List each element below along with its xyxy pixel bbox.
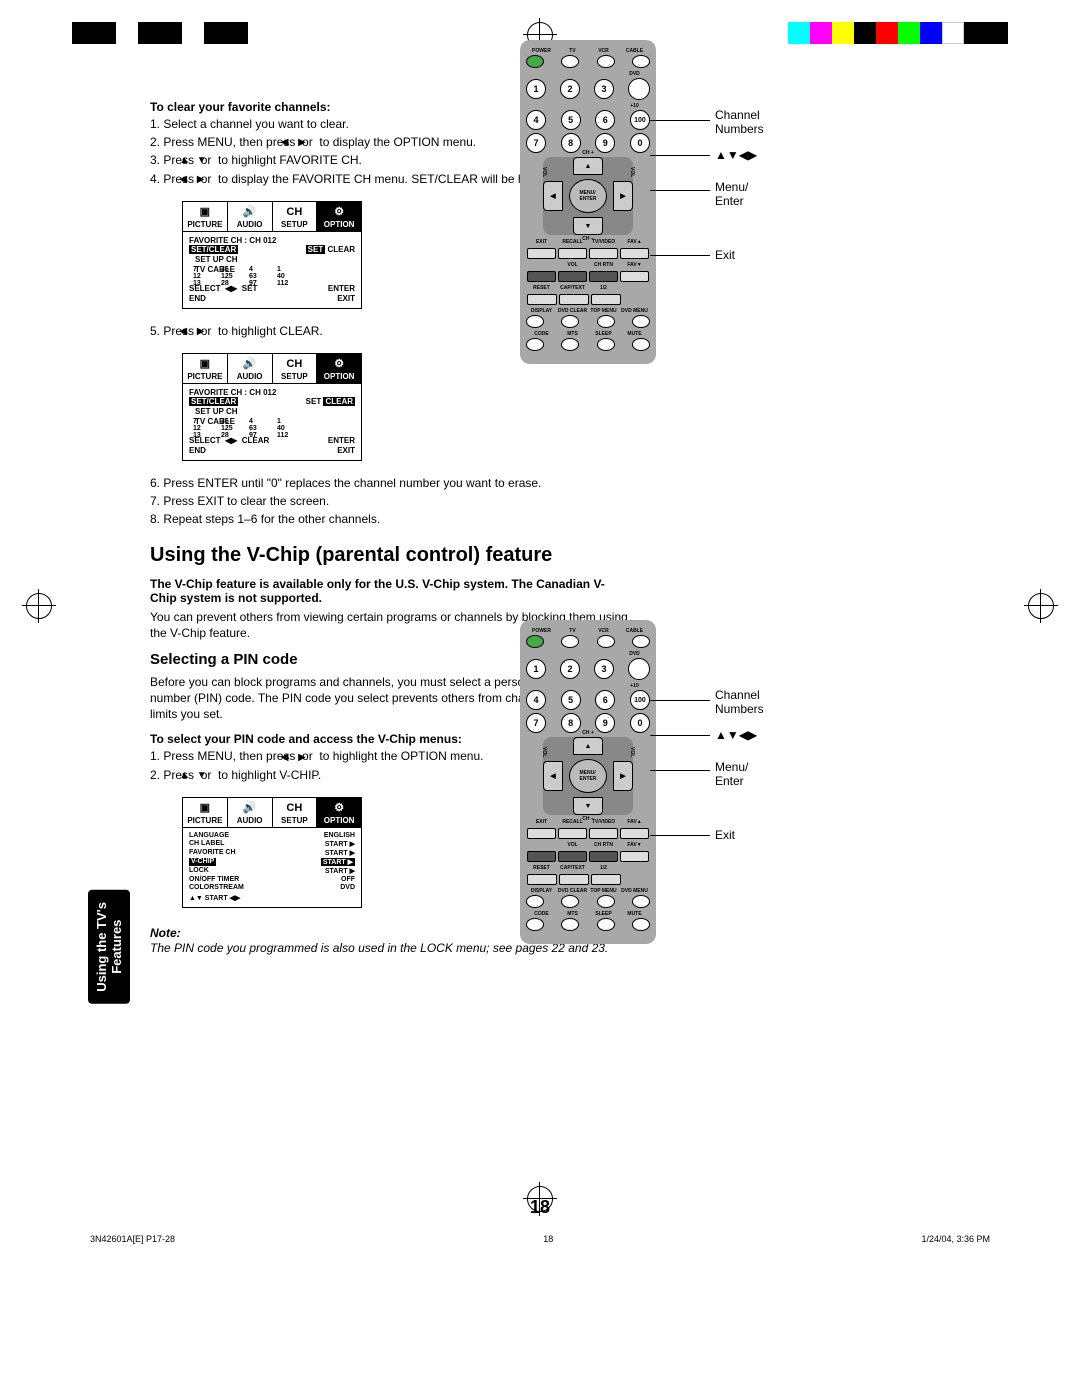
registration-mark (26, 593, 52, 619)
color-bar-right (788, 22, 1008, 44)
osd-tab-option: ⚙OPTION (317, 202, 361, 231)
osd-tab-picture: ▣PICTURE (183, 202, 228, 231)
step: 7. Press EXIT to clear the screen. (168, 493, 630, 509)
osd-tab-setup: CHSETUP (273, 202, 318, 231)
osd-tab-picture: ▣PICTURE (183, 354, 228, 383)
footer-left: 3N42601A[E] P17-28 (90, 1234, 175, 1244)
vchip-title: Using the V-Chip (parental control) feat… (150, 544, 630, 567)
osd-tab-setup: CHSETUP (273, 798, 318, 827)
audio-icon: 🔊 (228, 204, 272, 220)
remote: POWERTVVCRCABLE DVD 123 +10 456100 7890 … (520, 40, 656, 364)
footer-mid: 18 (543, 1234, 553, 1244)
callout-exit: Exit (715, 248, 735, 262)
osd-tab-picture: ▣PICTURE (183, 798, 228, 827)
callout-menu-enter: Menu/Enter (715, 180, 748, 209)
setup-icon: CH (273, 204, 317, 220)
footer: 3N42601A[E] P17-28 18 1/24/04, 3:36 PM (90, 1234, 990, 1244)
callout-arrows: ▲▼◀▶ (715, 728, 757, 742)
osd-favorite-set: ▣PICTURE 🔊AUDIO CHSETUP ⚙OPTION FAVORITE… (182, 201, 362, 309)
registration-mark (1028, 593, 1054, 619)
vchip-note-bold: The V-Chip feature is available only for… (150, 577, 630, 605)
step: 6. Press ENTER until "0" replaces the ch… (168, 475, 630, 491)
osd-tab-setup: CHSETUP (273, 354, 318, 383)
color-bar-left (72, 22, 248, 44)
picture-icon: ▣ (183, 204, 227, 220)
step: 8. Repeat steps 1–6 for the other channe… (168, 511, 630, 527)
osd-tab-audio: 🔊AUDIO (228, 354, 273, 383)
osd-tab-option: ⚙OPTION (317, 354, 361, 383)
callout-menu-enter: Menu/Enter (715, 760, 748, 789)
dpad: CH + ▲▼◀▶ MENU/ENTER CH – VOLVOL (543, 157, 633, 235)
osd-tab-audio: 🔊AUDIO (228, 202, 273, 231)
callout-channel-numbers: ChannelNumbers (715, 688, 764, 717)
side-tab: Using the TV'sFeatures (88, 890, 130, 1004)
callout-arrows: ▲▼◀▶ (715, 148, 757, 162)
osd-option-menu: ▣PICTURE 🔊AUDIO CHSETUP ⚙OPTION LANGUAGE… (182, 797, 362, 908)
remote: POWERTVVCRCABLE DVD 123 +10 456100 7890 … (520, 620, 656, 944)
option-icon: ⚙ (317, 204, 361, 220)
remote-illustration-1: POWERTVVCRCABLE DVD 123 +10 456100 7890 … (520, 40, 656, 364)
callout-channel-numbers: ChannelNumbers (715, 108, 764, 137)
osd-tab-audio: 🔊AUDIO (228, 798, 273, 827)
remote-illustration-2: POWERTVVCRCABLE DVD 123 +10 456100 7890 … (520, 620, 656, 944)
osd-favorite-clear: ▣PICTURE 🔊AUDIO CHSETUP ⚙OPTION FAVORITE… (182, 353, 362, 461)
callout-exit: Exit (715, 828, 735, 842)
osd-tab-option: ⚙OPTION (317, 798, 361, 827)
clear-steps-3: 6. Press ENTER until "0" replaces the ch… (150, 475, 630, 528)
footer-right: 1/24/04, 3:36 PM (921, 1234, 990, 1244)
page-number: 18 (0, 1197, 1080, 1218)
osd-fav-title: FAVORITE CH : CH 012 (189, 236, 355, 245)
